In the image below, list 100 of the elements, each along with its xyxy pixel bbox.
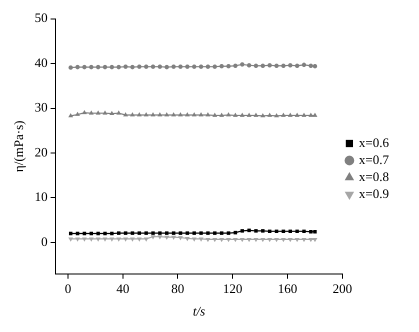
point [158, 64, 162, 69]
point [124, 231, 128, 235]
point [96, 232, 100, 236]
point [103, 110, 107, 115]
point [116, 231, 120, 235]
y-tick-label: 40 [34, 54, 48, 70]
point [240, 238, 244, 242]
point [220, 231, 224, 235]
point [130, 64, 135, 70]
point [226, 231, 230, 235]
x-axis-title: t/s [192, 304, 206, 319]
point [116, 110, 121, 115]
x-tick-label: 160 [278, 281, 298, 296]
point [247, 228, 251, 232]
y-tick-label: 30 [34, 100, 48, 115]
point [294, 64, 300, 68]
point [124, 112, 128, 116]
point [178, 64, 183, 69]
point [220, 113, 224, 117]
point [90, 232, 94, 236]
point [68, 232, 72, 236]
point [171, 64, 176, 69]
point [186, 231, 190, 235]
point [151, 235, 156, 239]
point [96, 110, 100, 115]
point [295, 230, 299, 234]
point [150, 64, 156, 69]
point [288, 63, 292, 68]
point [240, 113, 244, 117]
point [212, 113, 217, 117]
point [172, 231, 176, 235]
point [199, 112, 204, 116]
point [281, 238, 286, 242]
point [130, 238, 134, 242]
point [308, 64, 314, 68]
point [254, 229, 258, 233]
point [137, 112, 142, 116]
point [261, 229, 265, 233]
point [144, 112, 148, 116]
point [110, 238, 114, 242]
point [260, 114, 265, 118]
point [212, 238, 217, 242]
point [199, 238, 204, 242]
point [124, 238, 128, 242]
point [282, 230, 286, 234]
point [89, 238, 94, 242]
legend-label: x=0.7 [358, 152, 390, 167]
point [75, 64, 80, 70]
point [137, 64, 142, 69]
point [103, 238, 107, 242]
point [76, 238, 80, 242]
point [165, 231, 168, 235]
point [116, 64, 121, 70]
legend-label: x=0.6 [358, 134, 390, 150]
point [219, 64, 224, 68]
point [260, 64, 266, 68]
point [226, 112, 230, 116]
point [144, 238, 148, 242]
point [164, 64, 169, 70]
point [158, 112, 162, 116]
point [206, 112, 210, 116]
x-tick-label: 40 [116, 281, 130, 296]
point [274, 114, 279, 118]
point [144, 231, 148, 235]
point [89, 64, 94, 70]
point [288, 113, 292, 117]
point [268, 113, 272, 117]
y-tick-label: 0 [41, 234, 48, 249]
x-tick-label: 0 [64, 281, 72, 296]
point [247, 238, 252, 242]
point [158, 235, 162, 239]
point [254, 64, 258, 68]
point [233, 64, 238, 68]
point [220, 238, 224, 242]
point [302, 230, 306, 234]
point [178, 112, 182, 116]
point [302, 62, 306, 68]
point [233, 113, 238, 117]
point [82, 238, 86, 242]
point [234, 230, 238, 234]
point [308, 238, 313, 242]
point [254, 113, 258, 117]
legend-label: x=0.9 [358, 186, 390, 201]
point [68, 238, 73, 242]
point [213, 231, 217, 235]
point [247, 113, 252, 117]
point [313, 230, 317, 234]
y-tick-label: 10 [34, 189, 48, 204]
point [246, 63, 252, 68]
y-axis-title: η/(mPa·s) [11, 120, 26, 172]
point [288, 230, 292, 234]
y-tick-label: 50 [34, 10, 48, 26]
point [192, 231, 196, 235]
point [295, 113, 300, 117]
point [110, 232, 114, 236]
point [192, 64, 196, 69]
point [96, 64, 100, 70]
point [172, 236, 176, 240]
point [268, 238, 272, 242]
point [137, 238, 142, 242]
